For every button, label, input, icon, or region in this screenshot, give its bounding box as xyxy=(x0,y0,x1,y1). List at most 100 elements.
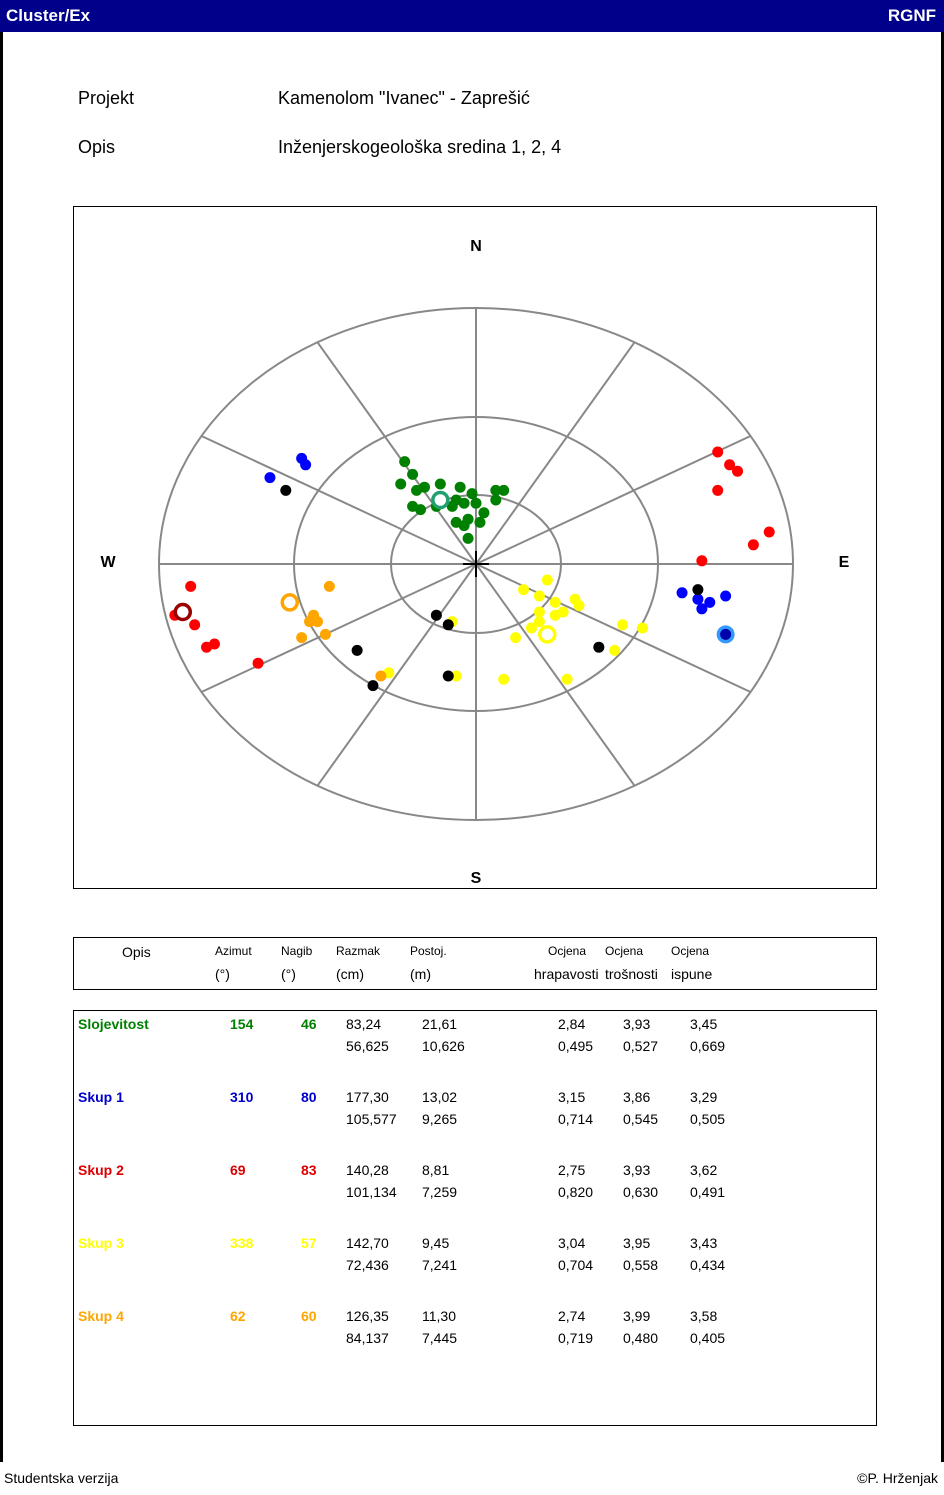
copyright-label: ©P. Hrženjak xyxy=(857,1470,938,1486)
data-point xyxy=(280,484,292,496)
data-point xyxy=(617,619,629,631)
data-point xyxy=(533,590,545,602)
row-isp: 3,45 xyxy=(690,1016,718,1032)
mean-point xyxy=(720,628,732,640)
column-header: Postoj. xyxy=(410,944,447,958)
row-razmak: 126,35 xyxy=(346,1308,389,1324)
row-name: Skup 1 xyxy=(78,1089,124,1105)
data-point xyxy=(498,673,510,685)
row-razmak-stdev: 84,137 xyxy=(346,1330,389,1346)
row-tros: 3,99 xyxy=(623,1308,651,1324)
data-point xyxy=(442,670,454,682)
row-hrap-stdev: 0,719 xyxy=(558,1330,594,1346)
north-label: N xyxy=(470,238,482,255)
row-tros-stdev: 0,545 xyxy=(623,1111,659,1127)
row-azimut: 338 xyxy=(230,1235,254,1251)
column-header: Ocjena xyxy=(671,944,710,958)
row-razmak-stdev: 72,436 xyxy=(346,1257,389,1273)
data-point xyxy=(189,619,201,631)
data-point xyxy=(636,622,648,634)
radial-line xyxy=(475,563,751,693)
row-tros-stdev: 0,630 xyxy=(623,1184,659,1200)
data-point xyxy=(418,481,430,493)
row-tros-stdev: 0,558 xyxy=(623,1257,659,1273)
table-header: Opis Azimut (°) Nagib (°) Razmak (cm) Postoj. (m… xyxy=(73,937,877,990)
row-postoj-stdev: 9,265 xyxy=(422,1111,458,1127)
column-unit: (cm) xyxy=(336,966,364,982)
column-header: Nagib xyxy=(281,944,313,958)
app-title: Cluster/Ex xyxy=(6,6,91,25)
data-point xyxy=(466,488,478,500)
radial-line xyxy=(201,435,477,565)
row-postoj: 21,61 xyxy=(422,1016,458,1032)
row-razmak: 83,24 xyxy=(346,1016,382,1032)
row-postoj-stdev: 10,626 xyxy=(422,1038,465,1054)
data-point xyxy=(395,478,407,490)
data-point xyxy=(446,500,458,512)
row-azimut: 154 xyxy=(230,1016,254,1032)
row-tros-stdev: 0,527 xyxy=(623,1038,659,1054)
data-point xyxy=(525,622,537,634)
description-value: Inženjerskogeološka sredina 1, 2, 4 xyxy=(278,137,562,157)
stereonet-points xyxy=(169,446,775,692)
row-isp-stdev: 0,434 xyxy=(690,1257,726,1273)
column-header: Ocjena xyxy=(605,944,644,958)
row-nagib: 46 xyxy=(301,1016,317,1032)
row-hrap: 2,84 xyxy=(558,1016,586,1032)
data-point xyxy=(252,657,264,669)
row-postoj-stdev: 7,241 xyxy=(422,1257,458,1273)
brand-label: RGNF xyxy=(887,6,936,25)
data-point xyxy=(304,616,316,628)
west-label: W xyxy=(100,554,116,571)
row-hrap: 3,15 xyxy=(558,1089,586,1105)
row-isp: 3,43 xyxy=(690,1235,718,1251)
data-point xyxy=(490,484,502,496)
row-isp-stdev: 0,491 xyxy=(690,1184,726,1200)
data-point xyxy=(593,641,605,653)
data-point xyxy=(732,465,744,477)
data-point xyxy=(747,539,759,551)
data-point xyxy=(375,670,387,682)
row-tros: 3,93 xyxy=(623,1162,651,1178)
row-nagib: 80 xyxy=(301,1089,317,1105)
row-razmak-stdev: 56,625 xyxy=(346,1038,389,1054)
south-label: S xyxy=(471,870,482,887)
row-postoj: 11,30 xyxy=(422,1308,456,1324)
row-razmak: 177,30 xyxy=(346,1089,389,1105)
row-postoj-stdev: 7,445 xyxy=(422,1330,458,1346)
row-isp: 3,62 xyxy=(690,1162,718,1178)
east-label: E xyxy=(839,554,850,571)
data-point xyxy=(434,478,446,490)
data-point xyxy=(712,484,724,496)
column-unit: (°) xyxy=(281,966,296,982)
row-name: Skup 3 xyxy=(78,1235,124,1251)
stereonet-plot-area: N S W E xyxy=(73,206,877,889)
data-point xyxy=(430,609,442,621)
data-point xyxy=(442,619,454,631)
data-point xyxy=(498,484,510,496)
data-point xyxy=(676,587,688,599)
row-azimut: 310 xyxy=(230,1089,254,1105)
data-point xyxy=(458,497,470,509)
data-point xyxy=(296,632,308,644)
data-point xyxy=(458,520,470,532)
data-point xyxy=(351,644,363,656)
column-header: Razmak xyxy=(336,944,381,958)
row-hrap-stdev: 0,820 xyxy=(558,1184,594,1200)
row-azimut: 62 xyxy=(230,1308,246,1324)
data-point xyxy=(549,596,561,608)
radial-line xyxy=(475,435,751,565)
row-name: Skup 2 xyxy=(78,1162,124,1178)
data-point xyxy=(518,584,530,596)
project-label: Projekt xyxy=(78,88,135,108)
data-point xyxy=(407,468,419,480)
data-point xyxy=(319,628,331,640)
data-point xyxy=(696,555,708,567)
data-point xyxy=(474,516,486,528)
row-hrap-stdev: 0,704 xyxy=(558,1257,594,1273)
data-point xyxy=(300,459,312,471)
mean-point xyxy=(173,602,193,622)
row-tros: 3,93 xyxy=(623,1016,651,1032)
stereonet-grid xyxy=(158,307,794,821)
row-azimut: 69 xyxy=(230,1162,246,1178)
